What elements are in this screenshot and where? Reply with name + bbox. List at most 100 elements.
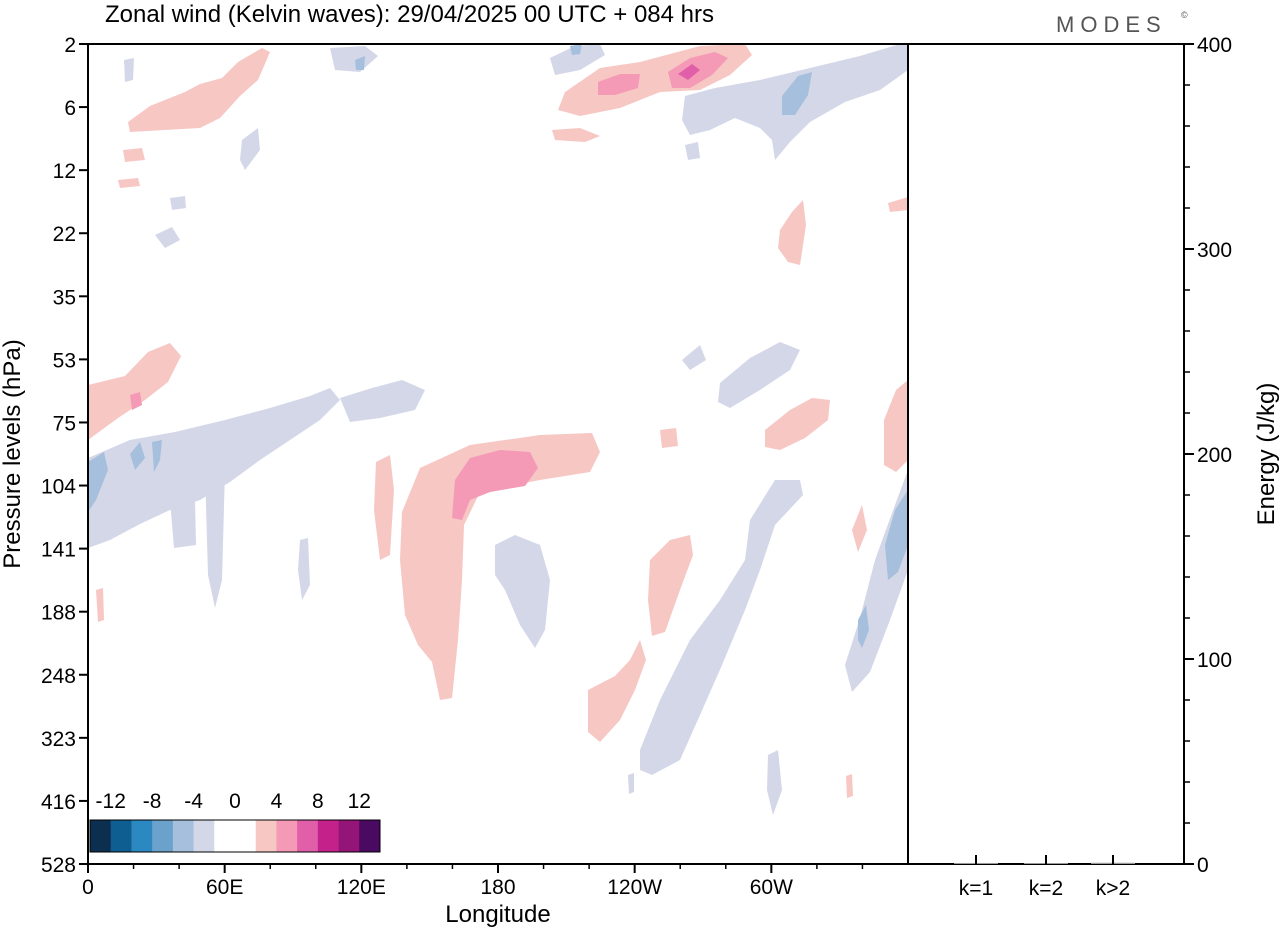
energy-bars: k=1 k=2 k>2 [954, 855, 1135, 900]
positive-region [660, 428, 678, 448]
positive-region [123, 148, 145, 162]
y-tick-label: 188 [41, 602, 76, 625]
negative-core [88, 452, 108, 512]
negative-region [240, 128, 260, 170]
colorbar-swatch [338, 820, 360, 852]
colorbar-label: -8 [143, 790, 162, 813]
energy-tick-label: 0 [1197, 854, 1209, 877]
y-axis-label: Pressure levels (hPa) [0, 339, 26, 568]
colorbar-swatch [152, 820, 174, 852]
negative-anomaly-shading [88, 44, 908, 815]
positive-core [452, 450, 538, 520]
colorbar: -12 -8 -4 0 4 8 12 [86, 786, 384, 858]
x-tick-label: 120E [337, 876, 386, 899]
energy-tick-label: 300 [1197, 239, 1232, 262]
negative-core [858, 605, 869, 648]
x-axis-ticks: 0 60E 120E 180 120W 60W [82, 864, 864, 899]
energy-axis-label: Energy (J/kg) [1253, 383, 1280, 526]
negative-region [88, 388, 340, 548]
contour-field [88, 44, 908, 864]
positive-region [552, 128, 600, 142]
negative-region [628, 773, 634, 794]
negative-region [550, 44, 605, 75]
positive-region [400, 433, 600, 700]
negative-core [570, 44, 582, 55]
positive-region [765, 398, 830, 450]
negative-region [155, 227, 180, 248]
positive-region [852, 505, 867, 552]
energy-tick-label: 100 [1197, 649, 1232, 672]
y-tick-label: 416 [41, 791, 76, 814]
energy-category-label: k=2 [1029, 877, 1063, 900]
colorbar-swatch [193, 820, 215, 852]
energy-category-label: k>2 [1096, 877, 1130, 900]
negative-region [685, 142, 700, 160]
chart-title: Zonal wind (Kelvin waves): 29/04/2025 00… [105, 1, 714, 28]
colorbar-swatch [297, 820, 319, 852]
x-tick-label: 120W [607, 876, 662, 899]
negative-core [885, 490, 908, 580]
positive-region [588, 640, 646, 742]
negative-region [495, 535, 550, 648]
y-tick-label: 53 [53, 349, 76, 372]
colorbar-swatch [131, 820, 153, 852]
energy-tick-label: 200 [1197, 444, 1232, 467]
energy-tick-label: 400 [1197, 34, 1232, 57]
energy-category-label: k=1 [959, 877, 993, 900]
y-tick-label: 323 [41, 728, 76, 751]
x-tick-label: 60W [750, 876, 793, 899]
positive-region [778, 200, 806, 265]
y-tick-label: 75 [53, 412, 76, 435]
colorbar-swatch [255, 820, 277, 852]
colorbar-label: 4 [271, 790, 283, 813]
colorbar-label: -12 [96, 790, 126, 813]
positive-anomaly-shading [88, 44, 908, 798]
y-tick-label: 104 [41, 476, 76, 499]
brand-mark: © [1181, 10, 1188, 20]
negative-region [298, 538, 310, 600]
positive-core [598, 74, 640, 95]
negative-region [767, 750, 782, 815]
brand-logo: MODES [1056, 12, 1167, 37]
negative-region [718, 342, 800, 408]
positive-core [130, 392, 142, 410]
positive-region [374, 455, 394, 560]
colorbar-swatch [214, 820, 236, 852]
colorbar-frame [89, 819, 381, 853]
positive-core-shading [130, 52, 728, 520]
negative-core [782, 72, 812, 115]
colorbar-swatch [172, 820, 195, 852]
negative-core [130, 442, 145, 470]
colorbar-swatch [110, 820, 132, 852]
positive-peak-shading [678, 64, 700, 80]
y-tick-label: 22 [53, 223, 76, 246]
positive-region [648, 535, 693, 636]
positive-region [96, 588, 104, 622]
negative-core [355, 56, 365, 70]
negative-region [170, 498, 196, 548]
y-tick-label: 6 [64, 97, 76, 120]
negative-region [170, 196, 186, 210]
y-tick-label: 248 [41, 665, 76, 688]
negative-region [340, 380, 425, 422]
negative-region [682, 345, 706, 370]
y-tick-label: 141 [41, 539, 76, 562]
negative-core-shading [88, 44, 908, 648]
y-tick-label: 12 [53, 160, 76, 183]
positive-region [128, 48, 270, 132]
colorbar-label: 8 [312, 790, 324, 813]
negative-region [205, 470, 225, 608]
positive-region [884, 380, 908, 472]
y-tick-label: 35 [53, 286, 76, 309]
x-tick-label: 0 [82, 876, 94, 899]
positive-peak [678, 64, 700, 80]
colorbar-swatch [276, 820, 298, 852]
colorbar-label: 0 [229, 790, 241, 813]
energy-axis-ticks: 0 100 200 300 400 [1184, 34, 1232, 877]
x-tick-label: 60E [206, 876, 243, 899]
x-axis-label: Longitude [445, 901, 550, 928]
colorbar-swatch [90, 820, 112, 852]
positive-region [846, 774, 853, 798]
colorbar-swatch [359, 820, 381, 852]
